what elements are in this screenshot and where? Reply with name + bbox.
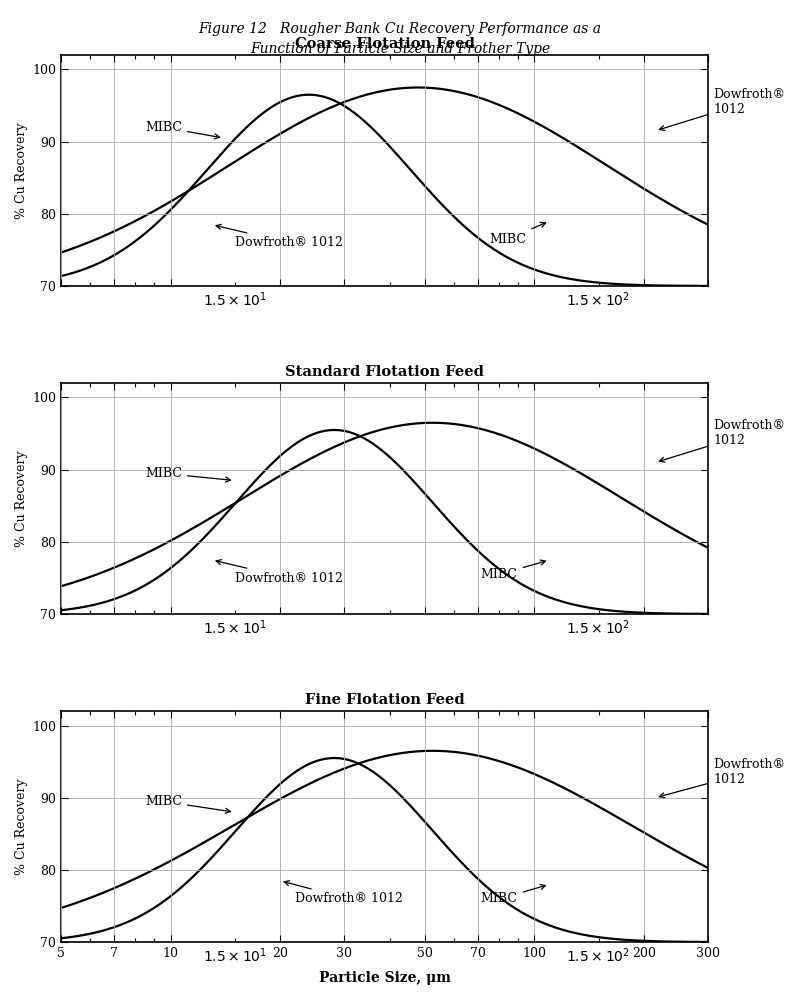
Title: Coarse Flotation Feed: Coarse Flotation Feed xyxy=(294,37,474,51)
Text: Dowfroth® 1012: Dowfroth® 1012 xyxy=(284,881,403,905)
Title: Standard Flotation Feed: Standard Flotation Feed xyxy=(285,365,484,379)
Y-axis label: % Cu Recovery: % Cu Recovery xyxy=(15,778,28,875)
Text: MIBC: MIBC xyxy=(490,222,546,246)
Text: Function of Particle Size and Frother Type: Function of Particle Size and Frother Ty… xyxy=(250,42,550,56)
Y-axis label: % Cu Recovery: % Cu Recovery xyxy=(15,450,28,547)
X-axis label: Particle Size, μm: Particle Size, μm xyxy=(318,971,450,985)
Text: MIBC: MIBC xyxy=(145,795,230,813)
Text: MIBC: MIBC xyxy=(145,467,230,482)
Text: Dowfroth® 1012: Dowfroth® 1012 xyxy=(216,560,342,585)
Text: Dowfroth®
1012: Dowfroth® 1012 xyxy=(659,419,786,462)
Text: Dowfroth®
1012: Dowfroth® 1012 xyxy=(659,88,786,130)
Text: Dowfroth®
1012: Dowfroth® 1012 xyxy=(659,758,786,798)
Text: MIBC: MIBC xyxy=(481,885,546,905)
Text: Figure 12   Rougher Bank Cu Recovery Performance as a: Figure 12 Rougher Bank Cu Recovery Perfo… xyxy=(198,22,602,36)
Title: Fine Flotation Feed: Fine Flotation Feed xyxy=(305,693,464,707)
Y-axis label: % Cu Recovery: % Cu Recovery xyxy=(15,122,28,219)
Text: MIBC: MIBC xyxy=(481,560,546,581)
Text: MIBC: MIBC xyxy=(145,121,220,139)
Text: Dowfroth® 1012: Dowfroth® 1012 xyxy=(216,224,342,249)
